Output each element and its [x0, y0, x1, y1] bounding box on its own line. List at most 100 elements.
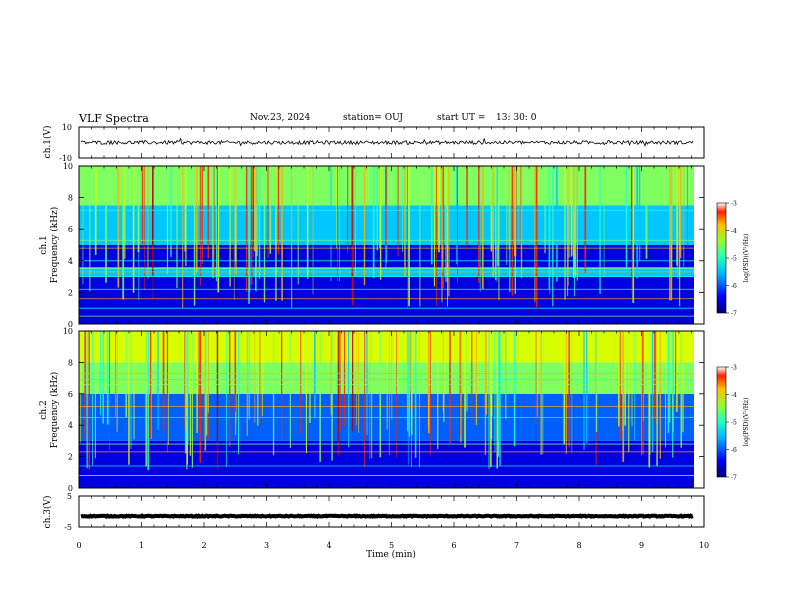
spec-spike: [217, 166, 220, 293]
spec-spike: [337, 331, 340, 457]
spec-spike: [656, 331, 658, 467]
ch1-waveform-line: [80, 137, 694, 148]
spec-spike: [249, 166, 251, 292]
spec-spike: [619, 331, 621, 441]
spec-spike: [191, 331, 193, 468]
spec-spike: [505, 331, 507, 419]
spec-spike: [189, 331, 191, 456]
ch1-spec-ylabel-freq: Frequency (kHz): [49, 207, 60, 284]
spec-spike: [358, 331, 360, 433]
spec-spike: [436, 166, 437, 306]
spec-spike: [141, 166, 144, 247]
spec-spike: [568, 166, 570, 258]
spec-spike: [184, 331, 187, 454]
spec-spike: [363, 166, 366, 286]
spec-spike: [254, 331, 256, 423]
spec-spike: [255, 166, 257, 292]
spec-spike: [225, 331, 227, 467]
spec-spike: [676, 166, 678, 266]
x-tick-label: 3: [264, 541, 269, 550]
spec-spike: [253, 166, 256, 252]
spec-spike: [682, 331, 684, 433]
spec-spike: [402, 166, 403, 253]
spec-ytick-label: 8: [68, 358, 73, 367]
spec-spike: [443, 331, 445, 422]
spec-spike: [124, 166, 126, 259]
spec-spike: [147, 166, 149, 279]
spec-spike: [207, 331, 209, 413]
spec-spike: [574, 166, 577, 278]
spec-spike: [625, 166, 628, 270]
spec-spike: [552, 166, 554, 307]
spec-spike: [256, 166, 258, 257]
spec-spike: [217, 166, 218, 251]
start-time-value: 13: 30: 0: [496, 113, 537, 123]
spec-spike: [105, 166, 107, 283]
spec-spike: [281, 331, 283, 440]
spec-ytick-label: 6: [68, 390, 73, 399]
spec-spike: [376, 166, 378, 251]
spec-spike: [339, 166, 340, 282]
spec-spike: [122, 166, 125, 300]
spec-spike: [196, 331, 198, 433]
spec-spike: [495, 166, 497, 281]
spec-spike: [216, 331, 219, 471]
spec-spike: [117, 166, 120, 288]
spec-spike: [540, 331, 542, 455]
spec-spike: [100, 331, 101, 415]
spec-spike: [410, 331, 413, 435]
spec-spike: [116, 331, 118, 432]
spec-ytick-label: 2: [68, 288, 73, 297]
spec-spike: [252, 166, 254, 259]
spec-spike: [670, 166, 673, 301]
spec-spike: [186, 331, 189, 445]
spec-spike: [205, 331, 208, 436]
spec-spike: [234, 166, 237, 262]
spec-spike: [571, 331, 573, 453]
spec-spike: [204, 331, 207, 451]
spec-spike: [312, 166, 314, 295]
spec-spike: [364, 331, 366, 468]
spec-spike: [564, 166, 566, 300]
x-tick-label: 2: [201, 541, 206, 550]
spec-spike: [437, 331, 439, 449]
spec-spike: [185, 166, 187, 266]
x-tick-label: 5: [389, 541, 394, 550]
x-tick-label: 7: [514, 541, 519, 550]
spec-spike: [137, 166, 140, 253]
spec-spike: [631, 331, 633, 427]
ch1-spectrogram-image: [79, 166, 704, 324]
spec-spike: [475, 331, 478, 425]
spec-spike: [397, 166, 399, 256]
spec-ytick-label: 2: [68, 453, 73, 462]
spec-spike: [456, 166, 458, 264]
spec-spike: [408, 166, 410, 307]
spec-spike: [212, 166, 214, 278]
colorbar-tick-label: -6: [731, 283, 737, 290]
spec-spike: [257, 331, 259, 426]
spec-spike: [196, 166, 198, 273]
spec-spike: [457, 166, 458, 283]
spec-spike: [599, 166, 601, 294]
spec-spike: [641, 331, 642, 456]
spec-spike: [634, 331, 636, 441]
spec-spike: [466, 166, 468, 247]
x-tick-label: 9: [639, 541, 644, 550]
spec-spike: [498, 166, 500, 300]
spec-spike: [170, 166, 172, 257]
spec-spike: [442, 166, 443, 273]
spec-spike: [654, 331, 656, 423]
spec-spike: [306, 166, 309, 279]
spec-spike: [391, 331, 393, 420]
ch1-spec-ylabel-ch: ch.1: [39, 235, 49, 254]
spec-spike: [481, 166, 484, 289]
spec-spike: [133, 331, 135, 440]
spec-spike: [514, 166, 516, 294]
ch1-waveform-frame: [78, 126, 705, 159]
spec-spike: [586, 331, 588, 443]
spec-spike: [624, 331, 626, 426]
spec-spike: [238, 331, 239, 455]
spec-spike: [267, 166, 269, 259]
ch1-ylabel: ch.1(V): [42, 126, 53, 159]
spec-spike: [314, 331, 316, 419]
